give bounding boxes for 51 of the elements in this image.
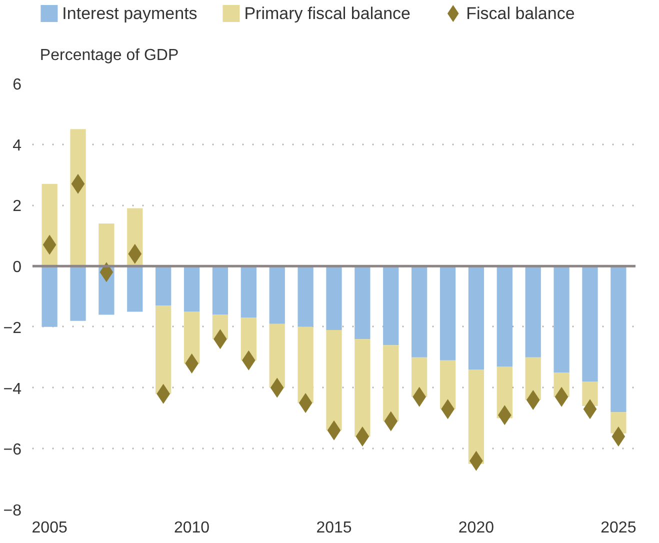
bar <box>496 266 512 366</box>
bar <box>554 266 570 373</box>
y-tick-label: 0 <box>12 259 22 276</box>
bar <box>383 345 399 422</box>
x-tick-label: 2020 <box>458 520 494 536</box>
y-axis-title: Percentage of GDP <box>40 47 179 64</box>
bar <box>156 266 172 306</box>
x-tick-label: 2005 <box>32 520 68 536</box>
bar <box>98 223 114 266</box>
y-tick-label: 4 <box>12 137 22 154</box>
bar <box>298 326 314 403</box>
legend-label: Primary fiscal balance <box>244 4 410 23</box>
bar <box>610 266 626 412</box>
bar <box>156 306 172 394</box>
bar <box>610 412 626 434</box>
bar <box>184 266 200 312</box>
y-tick-label: −6 <box>3 442 22 459</box>
bar <box>269 266 285 324</box>
bar <box>440 360 456 410</box>
bar <box>184 312 200 364</box>
point <box>298 393 312 413</box>
bar <box>582 266 598 382</box>
bar <box>354 339 370 436</box>
bar <box>383 266 399 346</box>
bar <box>468 266 484 370</box>
y-tick-label: 2 <box>12 198 22 216</box>
bar <box>440 266 456 360</box>
bar <box>468 370 484 464</box>
bar <box>127 266 143 312</box>
y-tick-label: −2 <box>3 320 22 337</box>
legend-label: Interest payments <box>62 4 198 23</box>
x-tick-label: 2010 <box>174 520 210 536</box>
y-tick-label: −8 <box>3 502 22 520</box>
bar <box>326 330 342 430</box>
bar <box>326 266 342 330</box>
y-tick-label: 6 <box>12 76 22 94</box>
bar <box>582 382 598 406</box>
x-tick-label: 2015 <box>316 520 352 536</box>
bar <box>212 266 228 315</box>
bar <box>42 266 58 327</box>
y-tick-label: −4 <box>3 380 22 398</box>
bar <box>525 266 541 358</box>
bar <box>412 266 428 358</box>
legend-label: Fiscal balance <box>466 4 575 23</box>
bar <box>70 129 86 266</box>
bar <box>70 266 86 321</box>
bar <box>298 266 314 327</box>
bar <box>240 266 256 318</box>
bar <box>354 266 370 340</box>
x-tick-label: 2025 <box>600 520 636 536</box>
bar <box>269 324 285 388</box>
